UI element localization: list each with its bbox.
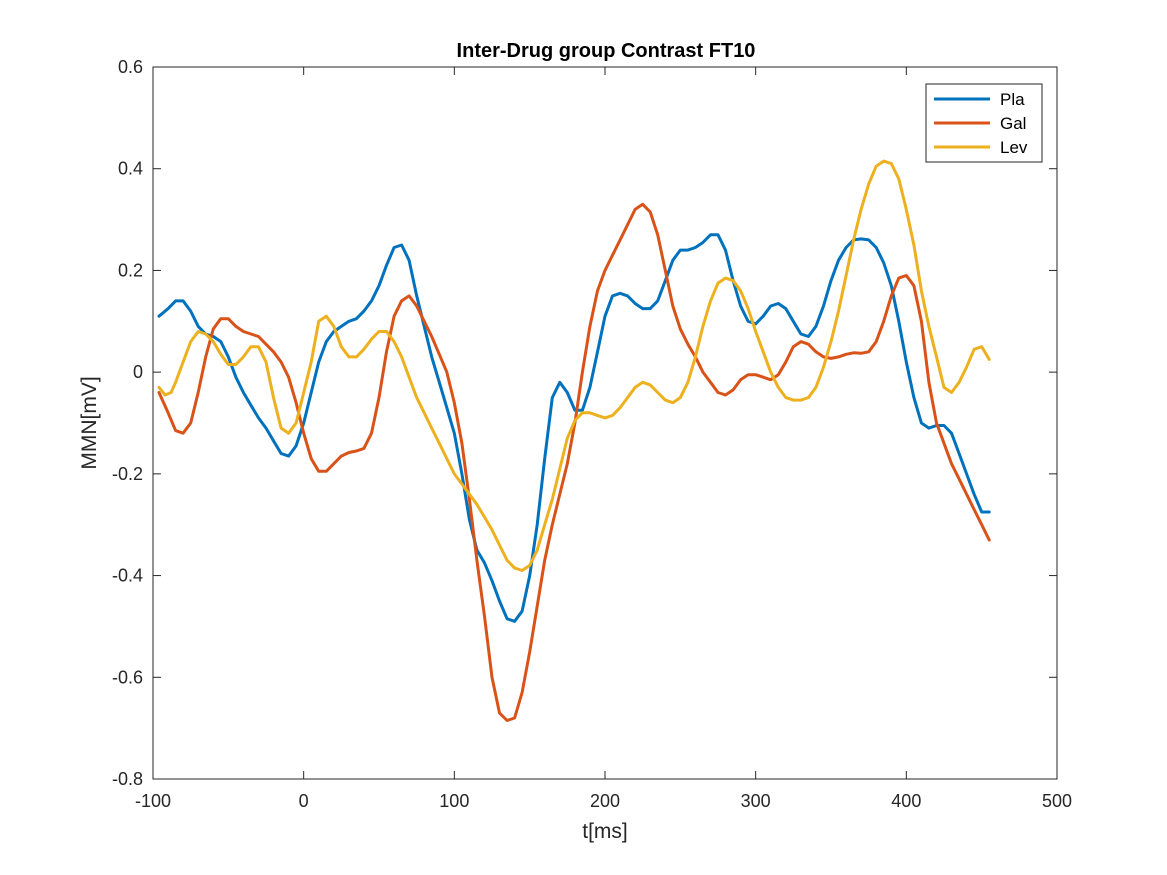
legend: Pla Gal Lev [925, 83, 1043, 163]
y-tick-label: -0.8 [112, 769, 143, 789]
legend-label-gal: Gal [1000, 114, 1026, 133]
y-tick-label: 0 [133, 362, 143, 382]
x-tick-label: -100 [135, 791, 171, 811]
x-tick-label: 300 [741, 791, 771, 811]
x-axis-label: t[ms] [582, 820, 628, 843]
y-tick-label: 0.6 [118, 57, 143, 77]
x-tick-label: 400 [891, 791, 921, 811]
y-tick-label: -0.6 [112, 667, 143, 687]
y-tick-label: -0.2 [112, 464, 143, 484]
x-tick-label: 100 [439, 791, 469, 811]
axes-layer: -100 0 100 200 300 400 500 -0.8 -0.6 -0.4 -0.2 0 0.2… [112, 57, 1072, 811]
x-tick-label: 500 [1042, 791, 1072, 811]
y-tick-label: 0.4 [118, 159, 143, 179]
series-line-pla [157, 233, 991, 623]
legend-label-lev: Lev [1000, 138, 1028, 157]
chart-title: Inter-Drug group Contrast FT10 [457, 40, 756, 62]
x-tick-label: 0 [299, 791, 309, 811]
y-tick-label: -0.4 [112, 566, 143, 586]
x-tick-label: 200 [590, 791, 620, 811]
series-layer [157, 159, 991, 722]
legend-label-pla: Pla [1000, 90, 1025, 109]
y-tick-label: 0.2 [118, 260, 143, 280]
series-line-lev [157, 159, 991, 572]
y-axis-label: MMN[mV] [78, 376, 101, 469]
